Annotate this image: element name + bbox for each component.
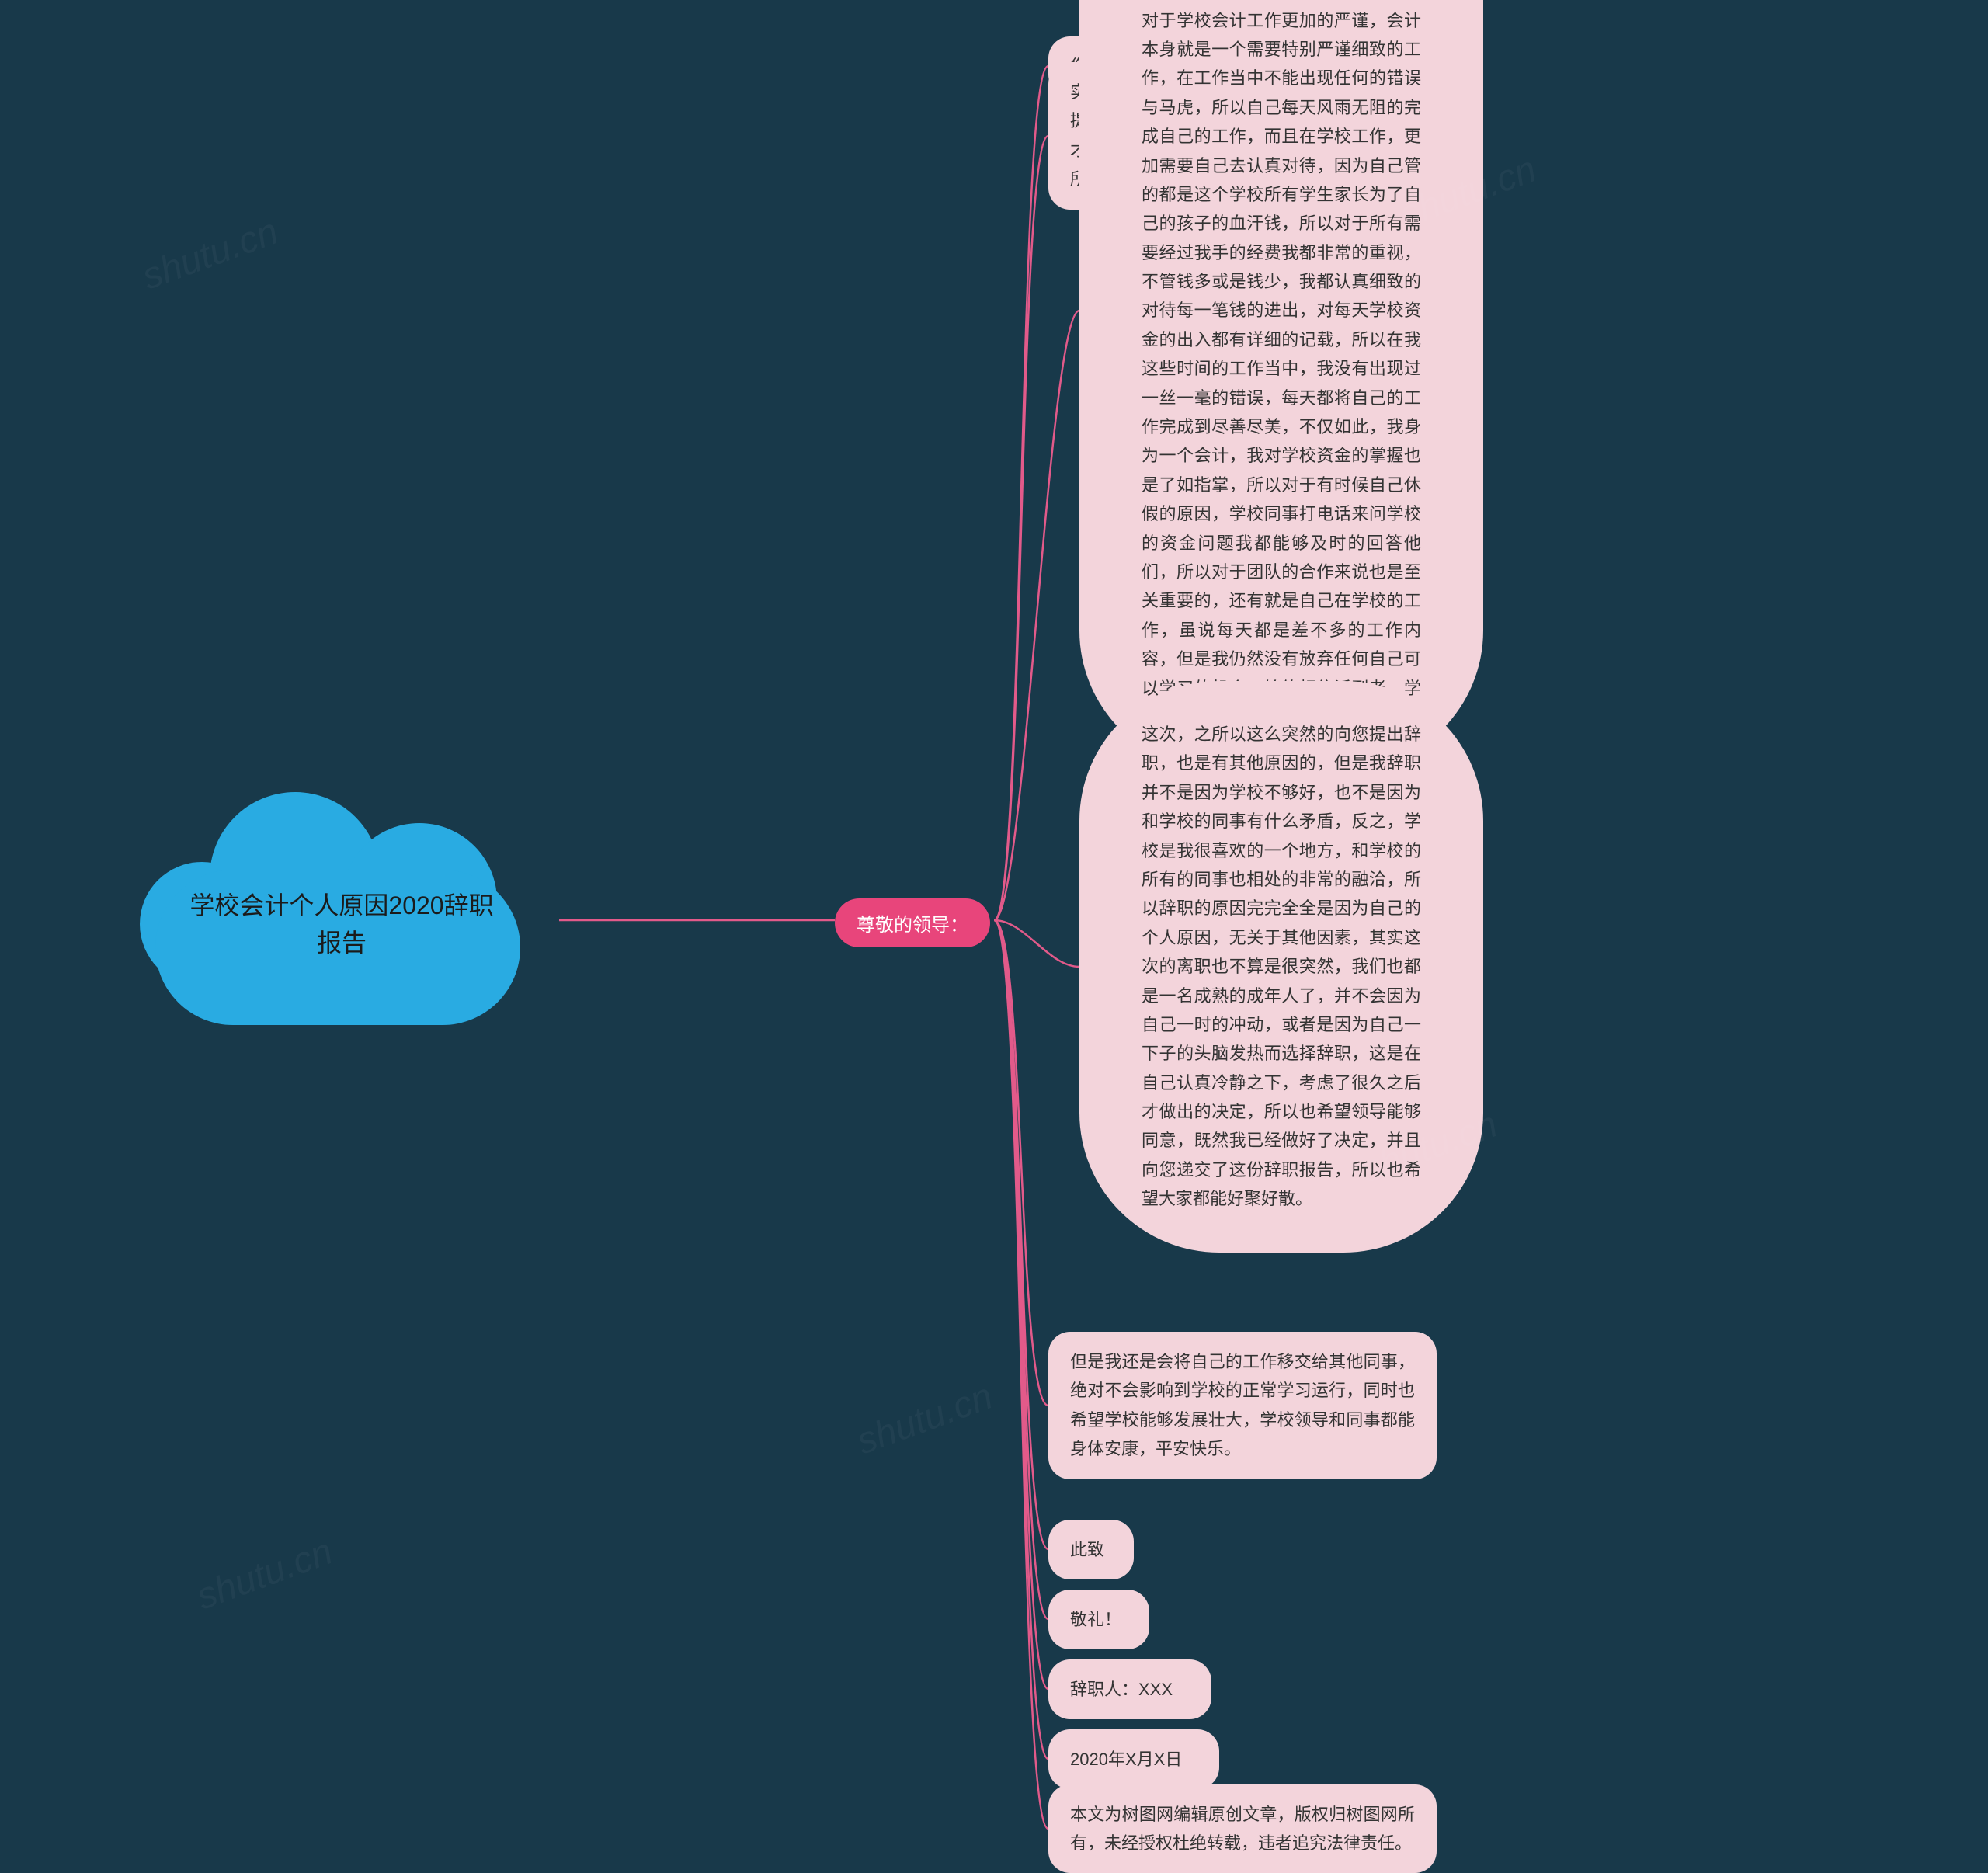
leaf-node: 辞职人：XXX	[1048, 1659, 1211, 1719]
mid-text: 尊敬的领导：	[857, 915, 968, 936]
leaf-node: 2020年X月X日	[1048, 1729, 1219, 1789]
leaf-text: 我来到学校也已经X年了，虽说自己只是学校的一名会计，但是自己在心底早已把自己当成…	[1142, 0, 1421, 731]
leaf-text: 这次，之所以这么突然的向您提出辞职，也是有其他原因的，但是我辞职并不是因为学校不…	[1142, 720, 1421, 1214]
leaf-node: 我来到学校也已经X年了，虽说自己只是学校的一名会计，但是自己在心底早已把自己当成…	[1079, 0, 1483, 770]
leaf-node: 此致	[1048, 1520, 1134, 1579]
root-text: 学校会计个人原因2020辞职报告	[109, 769, 575, 1064]
watermark: shutu.cn	[191, 1531, 338, 1619]
leaf-node: 本文为树图网编辑原创文章，版权归树图网所有，未经授权杜绝转载，违者追究法律责任。	[1048, 1784, 1437, 1873]
leaf-text: 此致	[1070, 1535, 1112, 1564]
root-node: 学校会计个人原因2020辞职报告	[109, 769, 575, 1064]
leaf-node: 这次，之所以这么突然的向您提出辞职，也是有其他原因的，但是我辞职并不是因为学校不…	[1079, 681, 1483, 1253]
leaf-text: 辞职人：XXX	[1070, 1675, 1190, 1704]
leaf-text: 2020年X月X日	[1070, 1745, 1197, 1774]
leaf-text: 但是我还是会将自己的工作移交给其他同事，绝对不会影响到学校的正常学习运行，同时也…	[1070, 1347, 1415, 1464]
leaf-text: 敬礼！	[1070, 1605, 1128, 1634]
watermark: shutu.cn	[137, 210, 283, 299]
leaf-node: 敬礼！	[1048, 1590, 1149, 1649]
leaf-node: 但是我还是会将自己的工作移交给其他同事，绝对不会影响到学校的正常学习运行，同时也…	[1048, 1332, 1437, 1479]
watermark: shutu.cn	[851, 1375, 998, 1464]
leaf-text: 本文为树图网编辑原创文章，版权归树图网所有，未经授权杜绝转载，违者追究法律责任。	[1070, 1800, 1415, 1858]
mid-node: 尊敬的领导：	[835, 898, 990, 947]
